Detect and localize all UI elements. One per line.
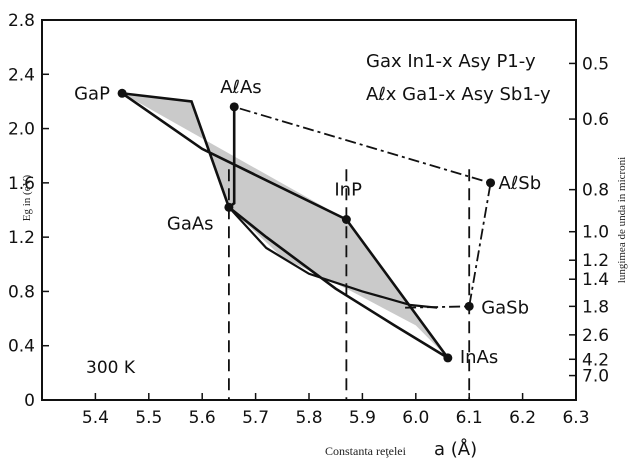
y-axis-title: Eg in (eV): [21, 174, 33, 221]
compound-labels: GaP AℓAs AℓSb InP GaAs GaSb InAs: [74, 77, 541, 368]
y-tick-label: 0.8: [8, 282, 35, 302]
x-tick-label: 6.0: [402, 408, 429, 428]
label-gap: GaP: [74, 83, 110, 104]
point-inas: [443, 353, 453, 363]
temperature-annotation: 300 K: [86, 358, 136, 378]
x-tick-label: 5.4: [82, 408, 109, 428]
x-tick-label: 5.6: [189, 408, 216, 428]
y2-tick-label: 0.5: [582, 54, 609, 74]
y-tick-label: 1.6: [8, 174, 35, 194]
label-inp: InP: [334, 180, 362, 201]
point-inp: [341, 215, 351, 224]
label-inas: InAs: [460, 347, 498, 368]
y2-tick-label: 0.8: [582, 181, 609, 201]
point-gaas: [224, 202, 234, 212]
algaassb-boundary: [233, 106, 492, 309]
y2-axis-title: lungimea de unda in microni: [616, 157, 628, 283]
x-tick-label: 6.1: [456, 408, 483, 428]
label-alsb: AℓSb: [499, 173, 542, 194]
y2-tick-label: 1.0: [582, 223, 609, 243]
point-gap: [117, 88, 127, 98]
x-tick-label: 5.5: [135, 408, 162, 428]
x-tick-label: 6.3: [562, 408, 589, 428]
label-gasb: GaSb: [481, 297, 529, 318]
point-gasb: [464, 301, 474, 311]
y2-tick-label: 0.6: [582, 110, 609, 130]
y-tick-label: 2.8: [8, 11, 35, 31]
y2-axis-ticks: 0.5 0.6 0.8 1.0 1.21.4 1.8 2.6 4.27.0: [569, 54, 609, 387]
formula-line-1: Gax In1-x Asy P1-y: [366, 51, 536, 72]
y-axis-ticks: 0 0.4 0.8 1.2 1.6 2.0 2.4 2.8: [8, 11, 49, 411]
x-tick-label: 5.9: [349, 408, 376, 428]
y2-tick-label: 1.2: [582, 251, 609, 271]
x-axis-ticks: 5.4 5.5 5.6 5.7 5.8 5.9 6.0 6.1 6.2 6.3: [82, 393, 590, 428]
point-alsb: [486, 178, 496, 188]
y2-tick-label: 7.0: [582, 367, 609, 387]
inner-curve: [228, 206, 438, 309]
point-alas: [229, 102, 239, 112]
formula-line-2: Aℓx Ga1-x Asy Sb1-y: [366, 84, 551, 105]
label-alas: AℓAs: [220, 77, 261, 98]
y-tick-label: 0: [24, 391, 35, 411]
y2-tick-label: 1.4: [582, 270, 609, 290]
x-axis-title: Constanta reţelei: [325, 444, 407, 458]
label-gaas: GaAs: [167, 213, 214, 234]
x-axis-symbol: a (Å): [434, 438, 477, 460]
y2-tick-label: 4.2: [582, 350, 609, 370]
y-tick-label: 1.2: [8, 228, 35, 248]
y2-tick-label: 2.6: [582, 326, 609, 346]
y-tick-label: 0.4: [8, 337, 35, 357]
y-tick-label: 2.0: [8, 120, 35, 140]
x-tick-label: 6.2: [509, 408, 536, 428]
x-tick-label: 5.8: [295, 408, 322, 428]
y-tick-label: 2.4: [8, 65, 35, 85]
x-tick-label: 5.7: [242, 408, 269, 428]
y2-tick-label: 1.8: [582, 297, 609, 317]
compound-points: [117, 88, 496, 363]
